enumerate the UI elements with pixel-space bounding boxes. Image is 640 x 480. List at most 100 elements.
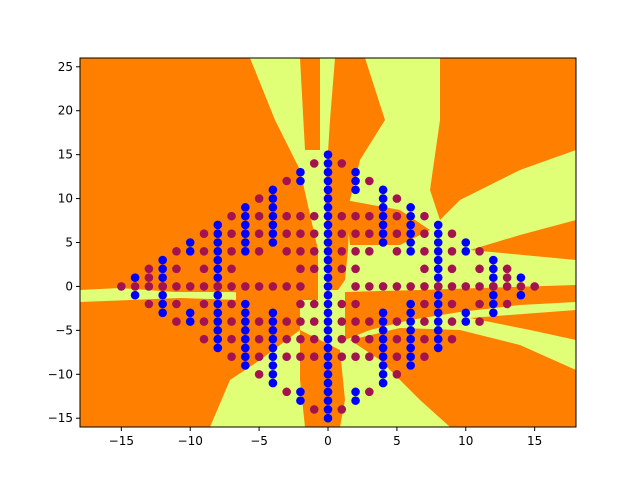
scatter-point-blue <box>323 317 333 326</box>
scatter-point-purple <box>392 229 402 239</box>
scatter-point-purple <box>392 334 402 344</box>
scatter-point-blue <box>296 167 305 177</box>
scatter-point-blue <box>323 150 333 159</box>
scatter-point-blue <box>433 273 443 282</box>
scatter-point-blue <box>351 396 360 405</box>
y-tick-label: −10 <box>48 367 73 381</box>
scatter-point-purple <box>296 352 305 362</box>
scatter-point-purple <box>296 246 305 256</box>
scatter-point-purple <box>282 387 291 397</box>
scatter-point-purple <box>282 282 291 291</box>
scatter-point-purple <box>199 317 209 326</box>
scatter-point-purple <box>365 282 374 291</box>
scatter-point-purple <box>351 317 360 326</box>
scatter-point-purple <box>254 352 264 362</box>
y-axis: −15 −10 −5 0 5 10 15 20 25 <box>48 60 80 425</box>
scatter-point-purple <box>392 282 402 291</box>
scatter-point-blue <box>241 352 250 362</box>
scatter-point-blue <box>351 387 360 397</box>
scatter-point-blue <box>323 299 333 309</box>
scatter-point-blue <box>378 369 388 379</box>
scatter-point-blue <box>351 185 360 195</box>
scatter-point-blue <box>378 308 388 318</box>
scatter-point-blue <box>158 308 167 318</box>
scatter-point-blue <box>268 334 278 344</box>
scatter-point-purple <box>392 246 402 256</box>
scatter-point-blue <box>323 396 333 405</box>
scatter-point-purple <box>254 211 264 221</box>
scatter-point-purple <box>502 282 512 291</box>
scatter-point-purple <box>351 352 360 362</box>
scatter-point-purple <box>337 211 347 221</box>
scatter-point-blue <box>241 308 250 318</box>
scatter-point-blue <box>378 352 388 362</box>
scatter-point-blue <box>489 273 498 282</box>
scatter-point-blue <box>378 361 388 370</box>
scatter-point-purple <box>309 159 319 168</box>
scatter-point-purple <box>447 264 457 274</box>
scatter-point-purple <box>378 282 388 291</box>
scatter-point-blue <box>351 167 360 177</box>
scatter-point-blue <box>323 352 333 362</box>
scatter-point-blue <box>406 211 415 221</box>
scatter-point-blue <box>489 308 498 318</box>
x-tick-label: −10 <box>178 434 203 448</box>
scatter-point-blue <box>323 334 333 344</box>
scatter-point-purple <box>406 282 415 291</box>
scatter-point-purple <box>337 334 347 344</box>
scatter-point-blue <box>378 203 388 212</box>
scatter-point-purple <box>351 334 360 344</box>
scatter-point-purple <box>447 246 457 256</box>
x-tick-label: −15 <box>109 434 134 448</box>
scatter-point-blue <box>323 326 333 335</box>
scatter-point-blue <box>130 273 140 282</box>
scatter-point-blue <box>185 317 195 326</box>
scatter-point-blue <box>213 220 223 230</box>
scatter-point-purple <box>309 352 319 362</box>
scatter-point-purple <box>254 194 264 203</box>
scatter-point-blue <box>130 290 140 300</box>
scatter-point-purple <box>420 264 429 274</box>
scatter-point-blue <box>489 299 498 309</box>
scatter-point-purple <box>172 264 181 274</box>
scatter-point-purple <box>199 229 209 239</box>
scatter-point-purple <box>337 229 347 239</box>
scatter-point-purple <box>475 246 484 256</box>
scatter-point-blue <box>323 290 333 300</box>
scatter-point-purple <box>282 352 291 362</box>
scatter-point-blue <box>268 211 278 221</box>
scatter-point-purple <box>351 211 360 221</box>
scatter-point-purple <box>254 369 264 379</box>
scatter-point-blue <box>213 246 223 256</box>
scatter-point-blue <box>158 299 167 309</box>
scatter-point-purple <box>241 282 250 291</box>
scatter-point-blue <box>241 203 250 212</box>
scatter-point-blue <box>406 352 415 362</box>
scatter-point-purple <box>227 229 236 239</box>
scatter-point-blue <box>461 246 471 256</box>
scatter-point-blue <box>323 273 333 282</box>
scatter-point-blue <box>323 378 333 388</box>
scatter-point-blue <box>241 299 250 309</box>
scatter-point-blue <box>268 369 278 379</box>
scatter-point-purple <box>309 246 319 256</box>
scatter-point-purple <box>296 264 305 274</box>
scatter-point-purple <box>475 282 484 291</box>
y-tick-label: −5 <box>55 323 73 337</box>
x-tick-label: 5 <box>393 434 401 448</box>
scatter-point-purple <box>227 264 236 274</box>
scatter-point-blue <box>213 273 223 282</box>
scatter-point-blue <box>406 334 415 344</box>
scatter-point-blue <box>323 194 333 203</box>
scatter-point-purple <box>199 282 209 291</box>
scatter-point-blue <box>268 220 278 230</box>
scatter-point-purple <box>502 264 512 274</box>
scatter-point-purple <box>172 282 181 291</box>
scatter-point-blue <box>433 255 443 265</box>
scatter-point-blue <box>433 238 443 247</box>
scatter-point-blue <box>268 343 278 353</box>
x-axis: −15 −10 −5 0 5 10 15 <box>109 427 542 448</box>
scatter-point-purple <box>365 246 374 256</box>
scatter-point-blue <box>323 308 333 318</box>
